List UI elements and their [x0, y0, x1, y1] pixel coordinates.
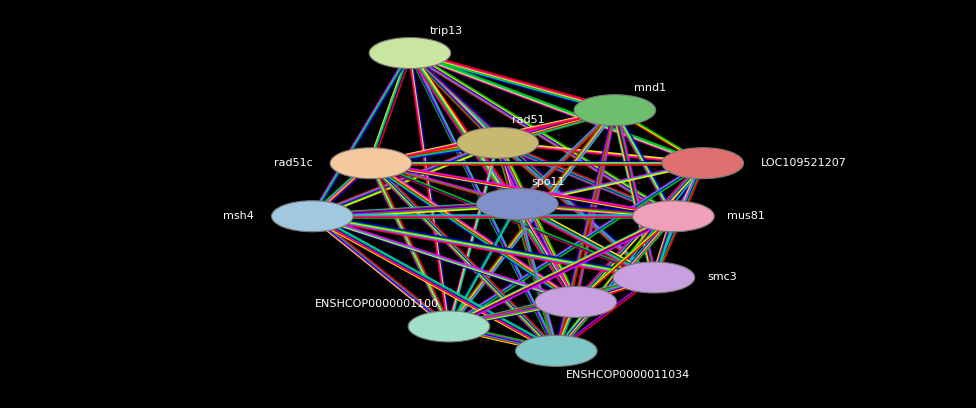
Text: LOC109521207: LOC109521207 — [761, 158, 847, 168]
Ellipse shape — [330, 148, 412, 179]
Text: smc3: smc3 — [708, 273, 737, 282]
Text: spo11: spo11 — [532, 177, 565, 186]
Ellipse shape — [476, 188, 558, 220]
Text: mnd1: mnd1 — [634, 83, 667, 93]
Ellipse shape — [535, 286, 617, 317]
Text: rad51: rad51 — [512, 115, 545, 125]
Text: rad51c: rad51c — [273, 158, 312, 168]
Ellipse shape — [271, 201, 353, 232]
Ellipse shape — [574, 95, 656, 126]
Text: ENSHCOP0000001100: ENSHCOP0000001100 — [315, 299, 439, 309]
Ellipse shape — [515, 335, 597, 366]
Text: trip13: trip13 — [429, 26, 463, 35]
Text: mus81: mus81 — [727, 211, 765, 221]
Ellipse shape — [457, 127, 539, 158]
Text: ENSHCOP0000011034: ENSHCOP0000011034 — [566, 370, 690, 380]
Ellipse shape — [662, 148, 744, 179]
Ellipse shape — [632, 201, 714, 232]
Ellipse shape — [613, 262, 695, 293]
Ellipse shape — [369, 38, 451, 69]
Text: msh4: msh4 — [223, 211, 254, 221]
Ellipse shape — [408, 311, 490, 342]
